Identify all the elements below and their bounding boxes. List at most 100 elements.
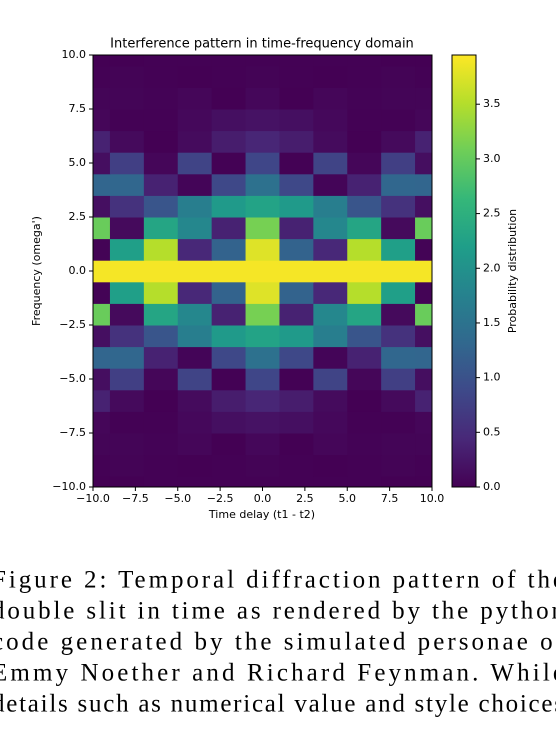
- heatmap-cell: [245, 433, 280, 456]
- heatmap-cell: [211, 195, 247, 218]
- heatmap-cell: [347, 281, 382, 304]
- heatmap-cell: [93, 281, 111, 304]
- heatmap-cell: [313, 368, 348, 391]
- heatmap-cell: [109, 281, 145, 304]
- heatmap-cell: [109, 173, 145, 196]
- heatmap-cell: [381, 260, 416, 283]
- heatmap-cell: [143, 65, 179, 88]
- heatmap-cell: [93, 217, 111, 240]
- heatmap-cell: [211, 476, 247, 487]
- heatmap-cell: [143, 87, 179, 110]
- heatmap-cell: [93, 368, 111, 391]
- x-tick-label: −7.5: [122, 492, 149, 505]
- heatmap-cell: [177, 325, 213, 348]
- heatmap-cell: [279, 195, 314, 218]
- heatmap-cell: [211, 346, 247, 369]
- heatmap-cell: [415, 281, 432, 304]
- heatmap-cell: [279, 260, 314, 283]
- heatmap-cell: [93, 55, 111, 67]
- heatmap-cell: [211, 411, 247, 434]
- heatmap-cell: [211, 109, 247, 132]
- heatmap-cell: [313, 109, 348, 132]
- heatmap-cell: [177, 281, 213, 304]
- heatmap-cell: [177, 195, 213, 218]
- heatmap-cell: [245, 454, 280, 477]
- heatmap-cell: [279, 346, 314, 369]
- heatmap-cell: [381, 389, 416, 412]
- heatmap-cell: [109, 454, 145, 477]
- heatmap-cell: [177, 476, 213, 487]
- heatmap-cell: [279, 130, 314, 153]
- heatmap-cell: [347, 260, 382, 283]
- heatmap-cell: [313, 389, 348, 412]
- heatmap-cell: [177, 152, 213, 175]
- x-tick-label: −5.0: [164, 492, 191, 505]
- heatmap-cell: [211, 389, 247, 412]
- heatmap-cell: [381, 238, 416, 261]
- heatmap-cell: [347, 173, 382, 196]
- heatmap-cell: [381, 55, 416, 67]
- heatmap-cell: [245, 87, 280, 110]
- heatmap-cell: [381, 433, 416, 456]
- heatmap-cell: [415, 238, 432, 261]
- heatmap-cell: [245, 65, 280, 88]
- colorbar-tick-label: 2.0: [483, 261, 501, 274]
- heatmap-cell: [347, 195, 382, 218]
- heatmap-cell: [143, 260, 179, 283]
- y-tick-label: −5.0: [59, 372, 86, 385]
- heatmap-cell: [211, 173, 247, 196]
- heatmap-cell: [93, 411, 111, 434]
- heatmap-cell: [415, 346, 432, 369]
- heatmap-cell: [143, 195, 179, 218]
- heatmap-cell: [109, 346, 145, 369]
- heatmap-cell: [143, 389, 179, 412]
- heatmap-cell: [93, 173, 111, 196]
- heatmap-cell: [177, 87, 213, 110]
- heatmap-cell: [177, 130, 213, 153]
- y-tick-label: 7.5: [69, 102, 87, 115]
- chart-title: Interference pattern in time-frequency d…: [110, 37, 414, 52]
- heatmap-cell: [313, 238, 348, 261]
- heatmap-cell: [415, 195, 432, 218]
- heatmap-cell: [109, 195, 145, 218]
- heatmap-cell: [143, 173, 179, 196]
- colorbar-tick-label: 0.0: [483, 480, 501, 493]
- y-tick-label: 10.0: [62, 48, 87, 61]
- heatmap-cell: [313, 303, 348, 326]
- heatmap-cell: [347, 87, 382, 110]
- heatmap-cell: [143, 454, 179, 477]
- heatmap-cell: [245, 217, 280, 240]
- heatmap-cell: [347, 238, 382, 261]
- heatmap-cell: [415, 55, 432, 67]
- heatmap-cell: [93, 195, 111, 218]
- heatmap-cell: [109, 109, 145, 132]
- heatmap-cell: [211, 65, 247, 88]
- x-tick-label: −10.0: [76, 492, 110, 505]
- heatmap-cell: [415, 454, 432, 477]
- heatmap-cell: [245, 195, 280, 218]
- heatmap-cell: [143, 476, 179, 487]
- heatmap-cell: [245, 389, 280, 412]
- heatmap-cell: [109, 411, 145, 434]
- heatmap-cell: [381, 411, 416, 434]
- colorbar-tick-label: 2.5: [483, 207, 501, 220]
- heatmap-cell: [93, 109, 111, 132]
- heatmap-cell: [313, 130, 348, 153]
- heatmap-cell: [143, 433, 179, 456]
- y-tick-label: 5.0: [69, 156, 87, 169]
- heatmap-cell: [109, 65, 145, 88]
- heatmap-cell: [381, 109, 416, 132]
- heatmap-cell: [109, 130, 145, 153]
- heatmap-cell: [415, 411, 432, 434]
- heatmap-cell: [279, 152, 314, 175]
- heatmap-cell: [245, 173, 280, 196]
- heatmap-cell: [245, 152, 280, 175]
- heatmap-cell: [211, 87, 247, 110]
- y-tick-label: −10.0: [52, 480, 86, 493]
- heatmap-cell: [211, 260, 247, 283]
- heatmap-cell: [109, 217, 145, 240]
- heatmap-cell: [245, 346, 280, 369]
- heatmap-cell: [415, 303, 432, 326]
- heatmap-cell: [93, 476, 111, 487]
